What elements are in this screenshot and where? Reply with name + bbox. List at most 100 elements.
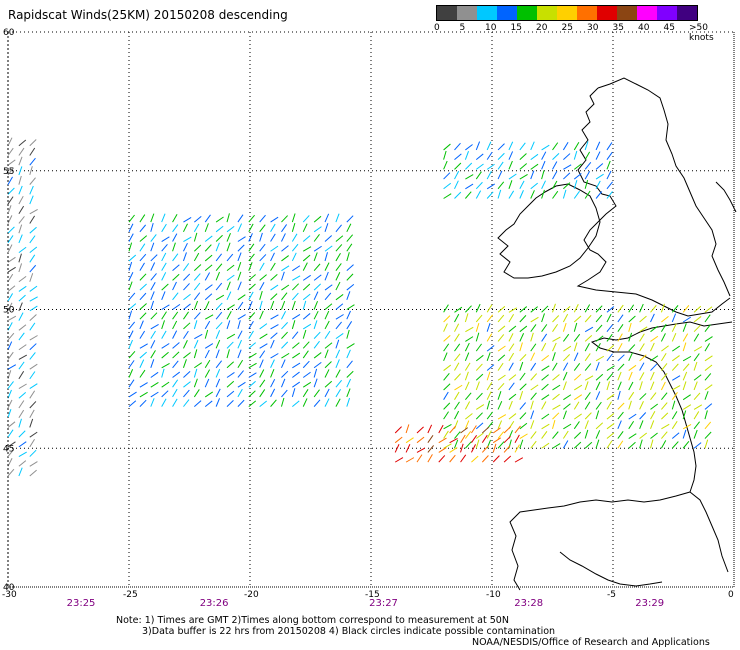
wind-barb [150, 391, 159, 398]
wind-barb [280, 300, 286, 310]
wind-barb [416, 436, 425, 444]
wind-barb [302, 341, 310, 349]
wind-barb [281, 322, 289, 330]
wind-barb [552, 142, 559, 151]
wind-barb [454, 373, 461, 381]
wind-barb [530, 420, 535, 429]
wind-barb [18, 460, 27, 467]
wind-barb [682, 381, 687, 391]
wind-barb [617, 324, 624, 332]
wind-barb [183, 242, 188, 252]
wind-barb [7, 273, 14, 283]
wind-barb [650, 355, 659, 362]
wind-barb [324, 388, 330, 398]
wind-barb [193, 349, 198, 359]
wind-barb [650, 392, 657, 400]
wind-barb [465, 144, 473, 151]
wind-barb [682, 394, 691, 401]
wind-barb [204, 343, 214, 349]
wind-barb [486, 163, 495, 170]
wind-barb [443, 143, 451, 151]
wind-barb [128, 292, 136, 301]
wind-barb [172, 233, 178, 242]
wind-barb [508, 374, 517, 381]
wind-barb [248, 330, 254, 339]
wind-barb [346, 329, 350, 339]
lat-label: 60 [3, 28, 15, 38]
wind-barb [346, 343, 355, 349]
wind-barb [481, 434, 488, 443]
wind-barb [606, 142, 613, 151]
wind-barb [573, 413, 582, 420]
wind-barb [215, 311, 223, 320]
wind-barb [486, 411, 493, 420]
wind-barb [563, 345, 572, 352]
wind-barb [335, 321, 342, 330]
wind-barb [29, 401, 37, 409]
wind-barb [541, 354, 550, 362]
wind-barb [394, 444, 400, 453]
wind-barb [7, 235, 14, 244]
wind-barb [508, 333, 514, 342]
axis-labels: 60 55 50 45 40-30 -25 -20 -15 -10 -5 0 [2, 28, 734, 600]
wind-barb [595, 163, 604, 170]
wind-barb [270, 339, 275, 349]
wind-barb [465, 183, 474, 190]
wind-barb [584, 141, 589, 151]
wind-barb [150, 291, 155, 300]
wind-barb [682, 342, 687, 352]
wind-barb [259, 274, 267, 281]
wind-barb [503, 455, 512, 463]
wind-barb [606, 324, 613, 333]
wind-barb [259, 281, 265, 291]
wind-barb [693, 324, 701, 333]
wind-barb [595, 373, 604, 381]
wind-barb [291, 331, 299, 339]
wind-barb [693, 411, 700, 420]
wind-barb [128, 400, 137, 408]
wind-barb [660, 440, 667, 449]
wind-barb [302, 262, 308, 271]
wind-barb [128, 214, 135, 223]
wind-barb [226, 291, 232, 301]
wind-barb [215, 398, 221, 407]
wind-barb [346, 234, 354, 242]
wind-barb [464, 191, 472, 199]
wind-barb [139, 351, 147, 359]
wind-barb [29, 177, 36, 185]
wind-barb [193, 244, 202, 252]
wind-barb [128, 242, 133, 252]
wind-barb [29, 235, 36, 244]
note-line-1: Note: 1) Times are GMT 2)Times along bot… [116, 615, 509, 626]
wind-barb [248, 262, 253, 271]
wind-barb [346, 397, 351, 407]
lat-label: 55 [3, 167, 14, 177]
wind-barb [460, 454, 467, 463]
wind-barb [617, 333, 623, 342]
wind-barb [541, 189, 545, 199]
wind-barb [552, 393, 560, 401]
wind-barb [248, 291, 254, 301]
wind-barb [661, 431, 668, 439]
wind-barb [617, 304, 624, 313]
wind-barb [650, 371, 655, 381]
wind-barb [672, 385, 681, 391]
wind-barb [606, 432, 615, 439]
wind-barb [29, 469, 37, 477]
wind-barb [18, 370, 25, 380]
wind-barb [595, 151, 601, 160]
wind-barb [292, 362, 301, 369]
wind-barb [464, 401, 471, 410]
wind-barb [573, 373, 582, 381]
wind-barb [313, 274, 322, 281]
legend-swatch-4 [517, 6, 537, 20]
wind-barb [486, 371, 491, 381]
wind-barb [704, 364, 713, 371]
wind-barb [204, 272, 211, 281]
wind-barb [292, 265, 301, 272]
wind-barb [595, 324, 603, 333]
wind-barb [226, 304, 235, 310]
wind-barb [193, 273, 201, 281]
wind-barb [270, 274, 278, 281]
wind-barb [215, 369, 221, 378]
